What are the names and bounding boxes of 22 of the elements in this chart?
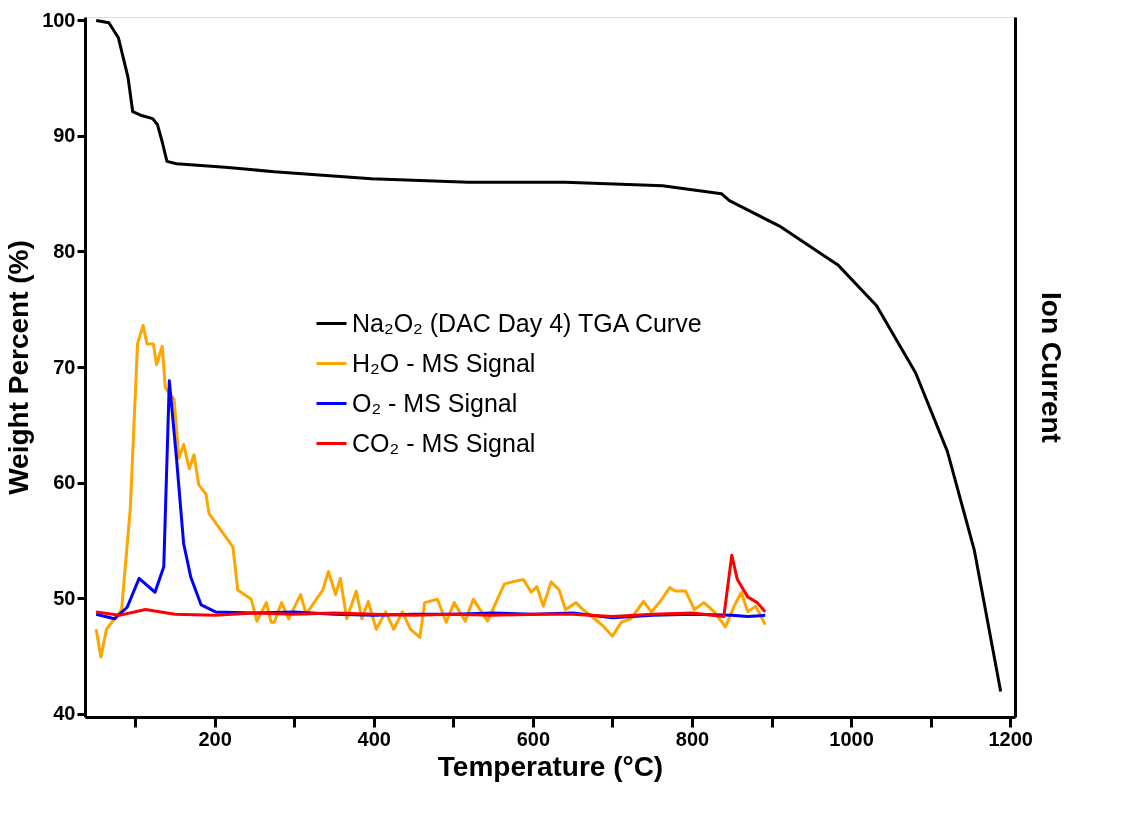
line-series (94, 18, 1003, 694)
x-tick-label: 400 (357, 727, 391, 750)
legend-label: O₂ - MS Signal (352, 388, 518, 417)
x-tick-label: 1200 (988, 727, 1033, 750)
x-tick-label: 200 (198, 727, 232, 750)
x-tick-label: 1000 (829, 727, 874, 750)
y-tick-label: 50 (53, 586, 76, 609)
y2-axis-title: Ion Current (1035, 292, 1067, 443)
y-axis-title: Weight Percent (%) (3, 240, 35, 495)
line-series (94, 553, 767, 619)
x-tick-label: 800 (675, 727, 710, 750)
x-tick-label: 600 (516, 727, 551, 750)
legend-label: CO₂ - MS Signal (352, 428, 536, 457)
x-axis-title: Temperature (°C) (437, 750, 664, 782)
y-tick-label: 100 (42, 8, 76, 31)
y-tick-label: 80 (53, 239, 76, 262)
y-tick-label: 60 (53, 471, 76, 494)
y-tick-label: 40 (53, 702, 76, 725)
y-tick-label: 90 (53, 124, 76, 147)
y-tick-label: 70 (53, 355, 76, 378)
legend-label: H₂O - MS Signal (352, 348, 536, 377)
legend-label: Na₂O₂ (DAC Day 4) TGA Curve (352, 308, 702, 337)
